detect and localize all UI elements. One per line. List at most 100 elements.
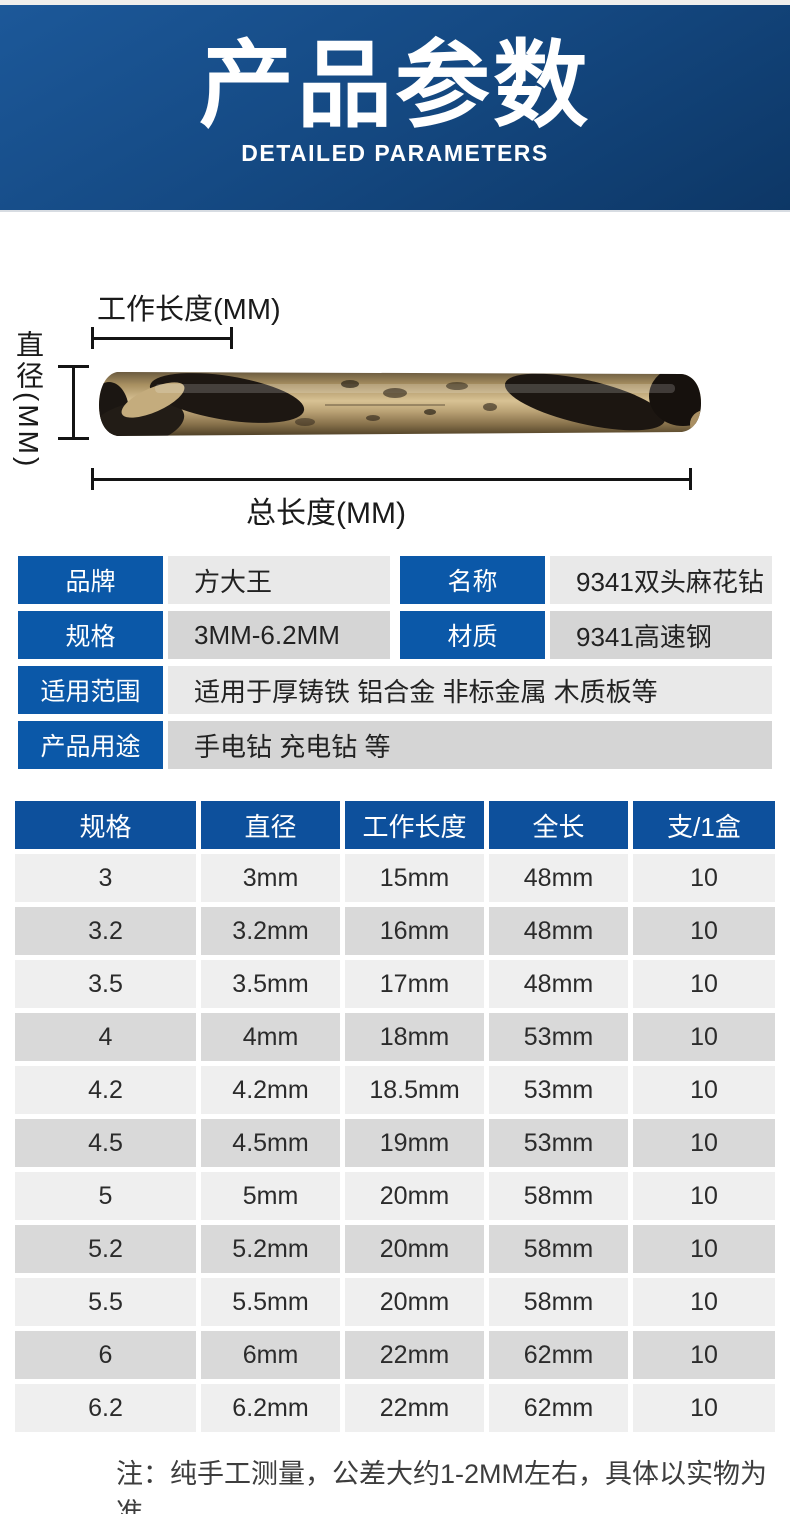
- spec-cell: 4.2mm: [201, 1066, 340, 1114]
- spec-cell: 4.5: [15, 1119, 196, 1167]
- info-gap: [390, 611, 400, 659]
- spec-cell: 5.5: [15, 1278, 196, 1326]
- dimension-tick: [91, 468, 94, 490]
- spec-cell: 10: [633, 907, 775, 955]
- note-text: 注：纯手工测量，公差大约1-2MM左右，具体以实物为准: [116, 1459, 768, 1514]
- info-label-name: 名称: [400, 556, 545, 604]
- info-row: 规格 3MM-6.2MM 材质 9341高速钢: [18, 611, 772, 659]
- page-title: 产品参数: [198, 33, 591, 139]
- info-table: 品牌 方大王 名称 9341双头麻花钻 规格 3MM-6.2MM 材质 9341…: [18, 556, 772, 776]
- top-strip: [0, 0, 790, 5]
- spec-cell: 22mm: [345, 1331, 484, 1379]
- total-length-dimension-line: [92, 478, 692, 481]
- info-value-range: 适用于厚铸铁 铝合金 非标金属 木质板等: [168, 666, 772, 714]
- spec-cell: 16mm: [345, 907, 484, 955]
- spec-cell: 20mm: [345, 1225, 484, 1273]
- spec-cell: 22mm: [345, 1384, 484, 1432]
- page-subtitle: DETAILED PARAMETERS: [241, 140, 549, 166]
- dimension-diagram: 工作长度(MM) 直径(MM): [0, 212, 790, 556]
- spec-cell: 20mm: [345, 1172, 484, 1220]
- info-value-name: 9341双头麻花钻: [550, 556, 772, 604]
- dimension-tick: [58, 437, 89, 440]
- spec-cell: 5.2: [15, 1225, 196, 1273]
- spec-cell: 10: [633, 1384, 775, 1432]
- spec-cell: 18.5mm: [345, 1066, 484, 1114]
- spec-cell: 6: [15, 1331, 196, 1379]
- info-label-brand: 品牌: [18, 556, 163, 604]
- spec-cell: 10: [633, 1013, 775, 1061]
- spec-cell: 3mm: [201, 854, 340, 902]
- total-length-label: 总长度(MM): [246, 497, 406, 530]
- spec-cell: 6mm: [201, 1331, 340, 1379]
- spec-cell: 53mm: [489, 1066, 628, 1114]
- spec-cell: 3.5: [15, 960, 196, 1008]
- spec-cell: 10: [633, 960, 775, 1008]
- spec-table: 规格 直径 工作长度 全长 支/1盒 3 3mm 15mm 48mm 10 3.2 3.2mm 16mm…: [15, 801, 775, 1432]
- spec-cell: 10: [633, 854, 775, 902]
- spec-cell: 53mm: [489, 1119, 628, 1167]
- spec-header-cell: 规格: [15, 801, 196, 849]
- diameter-label: 直径(MM): [13, 330, 44, 470]
- spec-cell: 6.2: [15, 1384, 196, 1432]
- spec-cell: 10: [633, 1066, 775, 1114]
- drill-bit-image: [99, 372, 701, 436]
- info-gap: [390, 556, 400, 604]
- spec-cell: 3.5mm: [201, 960, 340, 1008]
- info-value-spec: 3MM-6.2MM: [168, 611, 390, 659]
- info-value-material: 9341高速钢: [550, 611, 772, 659]
- info-value-usage: 手电钻 充电钻 等: [168, 721, 772, 769]
- spec-cell: 20mm: [345, 1278, 484, 1326]
- spec-cell: 58mm: [489, 1172, 628, 1220]
- spec-header-cell: 支/1盒: [633, 801, 775, 849]
- spec-cell: 5.2mm: [201, 1225, 340, 1273]
- dimension-tick: [91, 327, 94, 349]
- spec-cell: 5.5mm: [201, 1278, 340, 1326]
- spec-cell: 19mm: [345, 1119, 484, 1167]
- info-label-material: 材质: [400, 611, 545, 659]
- info-label-usage: 产品用途: [18, 721, 163, 769]
- spec-cell: 48mm: [489, 960, 628, 1008]
- spec-cell: 62mm: [489, 1331, 628, 1379]
- spec-cell: 18mm: [345, 1013, 484, 1061]
- spec-cell: 3.2: [15, 907, 196, 955]
- spec-cell: 15mm: [345, 854, 484, 902]
- spec-cell: 4mm: [201, 1013, 340, 1061]
- spec-cell: 4: [15, 1013, 196, 1061]
- spec-cell: 6.2mm: [201, 1384, 340, 1432]
- spec-cell: 3.2mm: [201, 907, 340, 955]
- spec-cell: 5: [15, 1172, 196, 1220]
- info-value-brand: 方大王: [168, 556, 390, 604]
- spec-cell: 62mm: [489, 1384, 628, 1432]
- spec-cell: 58mm: [489, 1278, 628, 1326]
- banner: 产品参数 DETAILED PARAMETERS: [0, 5, 790, 212]
- spec-header-cell: 工作长度: [345, 801, 484, 849]
- info-label-spec: 规格: [18, 611, 163, 659]
- info-row: 品牌 方大王 名称 9341双头麻花钻: [18, 556, 772, 604]
- working-length-label: 工作长度(MM): [97, 294, 281, 326]
- spec-cell: 5mm: [201, 1172, 340, 1220]
- info-label-range: 适用范围: [18, 666, 163, 714]
- spec-cell: 3: [15, 854, 196, 902]
- spec-cell: 10: [633, 1225, 775, 1273]
- spec-cell: 10: [633, 1172, 775, 1220]
- spec-header-cell: 全长: [489, 801, 628, 849]
- dimension-tick: [230, 327, 233, 349]
- spec-cell: 4.2: [15, 1066, 196, 1114]
- dimension-tick: [689, 468, 692, 490]
- working-length-dimension-line: [92, 337, 233, 340]
- spec-cell: 48mm: [489, 854, 628, 902]
- spec-cell: 53mm: [489, 1013, 628, 1061]
- spec-cell: 17mm: [345, 960, 484, 1008]
- spec-cell: 58mm: [489, 1225, 628, 1273]
- spec-cell: 4.5mm: [201, 1119, 340, 1167]
- diameter-dimension-line: [72, 366, 75, 439]
- info-row: 适用范围 适用于厚铸铁 铝合金 非标金属 木质板等: [18, 666, 772, 714]
- spec-cell: 10: [633, 1278, 775, 1326]
- dimension-tick: [58, 365, 89, 368]
- spec-header-cell: 直径: [201, 801, 340, 849]
- spec-cell: 48mm: [489, 907, 628, 955]
- spec-cell: 10: [633, 1331, 775, 1379]
- spec-cell: 10: [633, 1119, 775, 1167]
- info-row: 产品用途 手电钻 充电钻 等: [18, 721, 772, 769]
